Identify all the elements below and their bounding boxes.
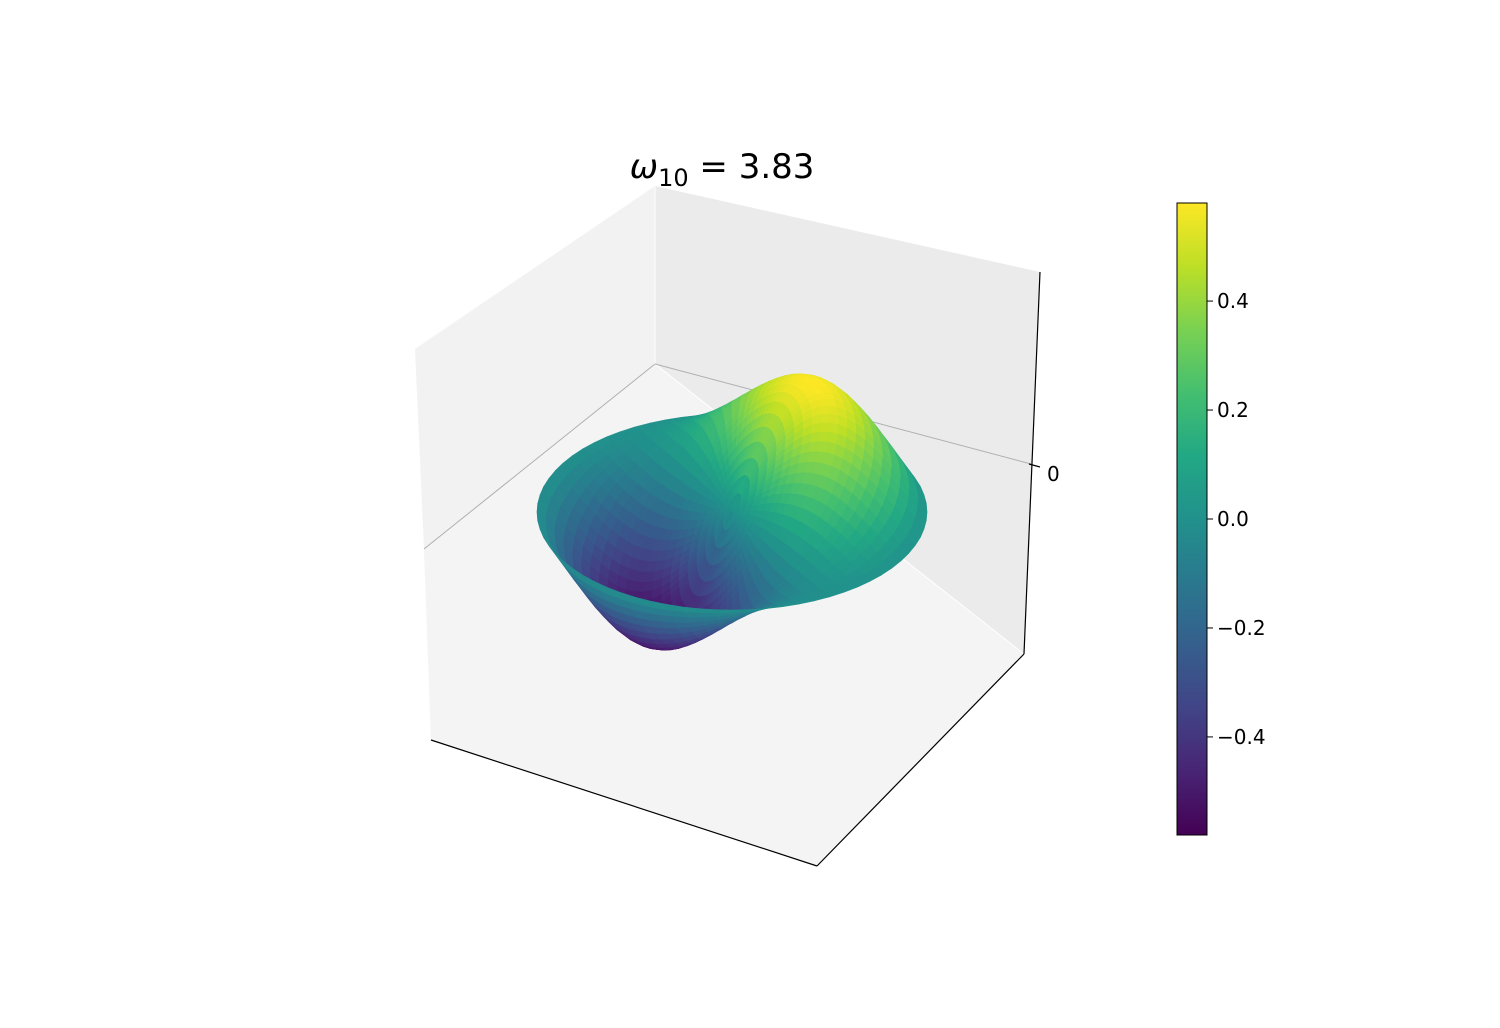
z-tick-0 xyxy=(1028,463,1041,468)
surface-patch xyxy=(714,609,733,614)
colorbar: −0.4 −0.2 0.0 0.2 0.4 xyxy=(1176,202,1266,836)
colorbar-gradient xyxy=(1176,202,1208,836)
pane-edge-left xyxy=(423,363,656,550)
surface-patch xyxy=(685,616,704,623)
y-axis-line xyxy=(816,653,1025,867)
colorbar-tick-label: 0.0 xyxy=(1217,507,1249,531)
surface-patch xyxy=(699,612,717,618)
x-axis-line xyxy=(430,739,818,867)
surface-patch xyxy=(810,431,821,443)
colorbar-tick-label: −0.2 xyxy=(1217,616,1266,640)
surface-patch xyxy=(731,609,750,613)
colorbar-ticks: −0.4 −0.2 0.0 0.2 0.4 xyxy=(1207,289,1266,749)
colorbar-tick-label: 0.2 xyxy=(1217,398,1249,422)
title-subscript: 10 xyxy=(658,164,689,192)
surface-patch xyxy=(634,581,646,593)
surface-patch xyxy=(818,431,830,443)
surface-patch xyxy=(819,422,830,433)
surface-plot xyxy=(536,373,928,651)
z-tick-label: 0 xyxy=(1047,462,1060,486)
z-axis-line xyxy=(1023,271,1041,655)
title-symbol: ω xyxy=(630,147,658,187)
colorbar-tick-label: −0.4 xyxy=(1217,725,1266,749)
title-value: 3.83 xyxy=(739,147,815,187)
chart-title: ω10 = 3.83 xyxy=(630,147,815,192)
title-equals: = xyxy=(689,147,739,187)
colorbar-tick-label: 0.4 xyxy=(1217,289,1249,313)
left-pane xyxy=(415,186,655,549)
surface-patch xyxy=(673,621,692,629)
surface-patch xyxy=(818,405,830,416)
surface-patch xyxy=(819,413,830,424)
